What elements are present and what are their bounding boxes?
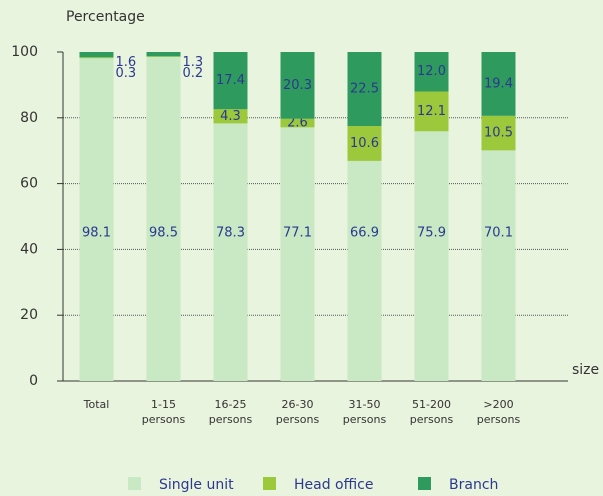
data-label: 1.6 bbox=[116, 55, 137, 70]
bar-segment bbox=[146, 52, 181, 57]
legend-swatch bbox=[418, 477, 431, 490]
x-tick-line: persons bbox=[142, 413, 186, 426]
data-label: 10.6 bbox=[350, 136, 379, 151]
bar-segment bbox=[414, 131, 449, 381]
data-label: 77.1 bbox=[283, 225, 312, 240]
x-axis-title: size bbox=[572, 362, 599, 378]
data-label: 17.4 bbox=[216, 73, 245, 88]
bar-segment bbox=[79, 57, 114, 59]
data-label: 98.5 bbox=[149, 225, 178, 240]
x-tick-line: 16-25 bbox=[215, 398, 247, 411]
data-label: 66.9 bbox=[350, 225, 379, 240]
y-tick-label: 0 bbox=[29, 373, 38, 389]
data-label: 12.1 bbox=[417, 104, 446, 119]
x-tick-line: 1-15 bbox=[151, 398, 176, 411]
bar-segment bbox=[481, 150, 516, 381]
data-label: 20.3 bbox=[283, 78, 312, 93]
data-label: 0.2 bbox=[183, 66, 204, 81]
bar-segment bbox=[280, 52, 315, 119]
bar-segment bbox=[146, 56, 181, 57]
data-label: 78.3 bbox=[216, 225, 245, 240]
legend-swatch bbox=[128, 477, 141, 490]
bar-segment bbox=[280, 127, 315, 381]
data-label: 75.9 bbox=[417, 225, 446, 240]
x-tick-line: 26-30 bbox=[282, 398, 314, 411]
data-label: 19.4 bbox=[484, 76, 513, 91]
x-tick-line: persons bbox=[410, 413, 454, 426]
y-tick-label: 60 bbox=[20, 176, 38, 192]
bar-segment bbox=[347, 126, 382, 161]
bar-segment bbox=[347, 160, 382, 381]
x-tick-line: persons bbox=[276, 413, 320, 426]
y-tick-label: 20 bbox=[20, 307, 38, 323]
x-tick-line: >200 bbox=[483, 398, 513, 411]
data-label: 4.3 bbox=[220, 109, 241, 124]
legend-swatch bbox=[263, 477, 276, 490]
x-tick-label: 26-30 persons bbox=[276, 398, 320, 426]
x-tick-line: persons bbox=[343, 413, 387, 426]
data-label: 22.5 bbox=[350, 82, 379, 97]
x-tick-line: 51-200 bbox=[412, 398, 451, 411]
bar-segment bbox=[79, 58, 114, 381]
bar-segment bbox=[481, 52, 516, 116]
x-tick-line: persons bbox=[477, 413, 521, 426]
bar-segment bbox=[481, 115, 516, 151]
legend-label: Head office bbox=[294, 477, 373, 493]
data-label: 10.5 bbox=[484, 126, 513, 141]
bar-segment bbox=[213, 123, 248, 381]
x-tick-label: 31-50 persons bbox=[343, 398, 387, 426]
data-label: 2.6 bbox=[287, 116, 308, 131]
bar-segment bbox=[280, 118, 315, 128]
bar-segment bbox=[213, 109, 248, 124]
data-label: 12.0 bbox=[417, 64, 446, 79]
data-label: 1.3 bbox=[183, 55, 204, 70]
x-tick-label: >200 persons bbox=[477, 398, 521, 426]
legend-label: Branch bbox=[449, 477, 498, 493]
legend-label: Single unit bbox=[159, 477, 234, 493]
bar-segment bbox=[146, 56, 181, 382]
bar-segment bbox=[213, 52, 248, 110]
x-tick-label: 51-200 persons bbox=[410, 398, 454, 426]
y-tick-label: 100 bbox=[11, 44, 38, 60]
x-tick-label: 1-15 persons bbox=[142, 398, 186, 426]
bar-segment bbox=[79, 52, 114, 58]
data-label: 98.1 bbox=[82, 225, 111, 240]
bar-segment bbox=[414, 52, 449, 92]
y-tick-label: 40 bbox=[20, 241, 38, 257]
y-tick-label: 80 bbox=[20, 110, 38, 126]
x-tick-line: persons bbox=[209, 413, 253, 426]
bar-segment bbox=[414, 91, 449, 132]
bar-segment bbox=[347, 52, 382, 127]
x-tick-label: Total bbox=[83, 398, 110, 411]
x-tick-line: 31-50 bbox=[349, 398, 381, 411]
y-axis-title: Percentage bbox=[66, 9, 145, 25]
data-label: 0.3 bbox=[116, 66, 137, 81]
x-tick-label: 16-25 persons bbox=[209, 398, 253, 426]
data-label: 70.1 bbox=[484, 225, 513, 240]
